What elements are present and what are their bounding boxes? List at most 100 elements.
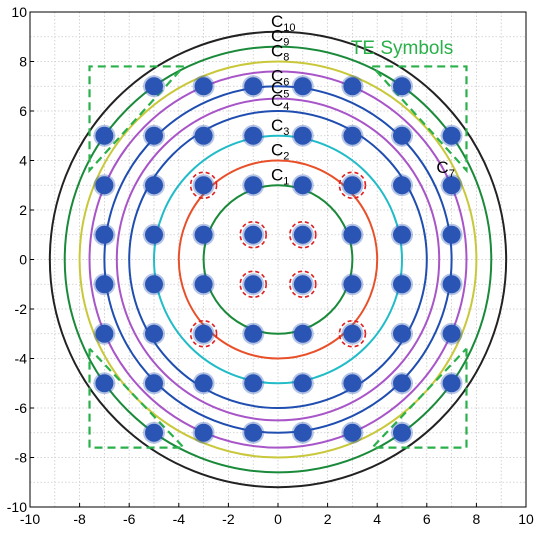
constellation-point bbox=[393, 77, 411, 96]
highlight-ring bbox=[338, 319, 367, 348]
constellation-point bbox=[343, 324, 362, 343]
te-box-bottom-right bbox=[369, 347, 468, 449]
y-tick-label: 4 bbox=[19, 153, 27, 169]
constellation-point bbox=[393, 423, 411, 442]
highlight-ring bbox=[189, 171, 218, 200]
constellation-point bbox=[95, 126, 114, 145]
te-region-group bbox=[88, 65, 468, 449]
constellation-point bbox=[145, 77, 163, 96]
constellation-point bbox=[95, 374, 114, 393]
y-tick-label: -8 bbox=[15, 450, 28, 466]
constellation-point bbox=[244, 176, 263, 195]
circle-c1 bbox=[202, 184, 354, 335]
constellation-point bbox=[442, 225, 461, 244]
highlight-ring bbox=[189, 319, 218, 348]
axis-ticks: -10 -8 -6 -4 -2 0 2 4 6 8 10 -10 -8 -6 -4 -2 0 2 4 6 8 10 bbox=[7, 4, 534, 527]
constellation-point bbox=[393, 324, 411, 343]
constellation-point bbox=[194, 275, 213, 294]
circle-label-c7: C7 bbox=[436, 158, 454, 180]
highlight-ring bbox=[288, 220, 317, 249]
constellation-point bbox=[145, 126, 163, 145]
constellation-points bbox=[93, 75, 463, 444]
x-tick-label: -10 bbox=[20, 511, 40, 527]
constellation-point bbox=[293, 275, 312, 294]
x-tick-label: 4 bbox=[373, 511, 381, 527]
constellation-point bbox=[244, 374, 263, 393]
x-tick-label: 2 bbox=[324, 511, 332, 527]
constellation-point bbox=[95, 225, 114, 244]
circle-c9 bbox=[63, 45, 493, 474]
circle-c10 bbox=[48, 30, 508, 489]
x-tick-label: -8 bbox=[73, 511, 86, 527]
constellation-point bbox=[194, 423, 213, 442]
constellation-point bbox=[442, 374, 461, 393]
x-tick-label: 10 bbox=[518, 511, 534, 527]
y-tick-label: 8 bbox=[19, 54, 27, 70]
constellation-point bbox=[145, 374, 163, 393]
constellation-point bbox=[145, 176, 163, 195]
constellation-point bbox=[194, 77, 213, 96]
constellation-point bbox=[442, 176, 461, 195]
constellation-point bbox=[393, 176, 411, 195]
constellation-point bbox=[244, 324, 263, 343]
y-tick-label: 6 bbox=[19, 103, 27, 119]
constellation-point bbox=[194, 176, 213, 195]
circle-c6 bbox=[103, 85, 453, 434]
circle-label-c6: C6 bbox=[271, 66, 289, 88]
y-tick-label: 10 bbox=[11, 4, 27, 20]
highlight-ring bbox=[338, 171, 367, 200]
te-box-top-right bbox=[371, 65, 468, 174]
circle-label-c3: C3 bbox=[271, 116, 289, 138]
circle-c8 bbox=[78, 60, 478, 459]
y-tick-label: -6 bbox=[15, 400, 28, 416]
constellation-point bbox=[145, 275, 163, 294]
circle-label-c4: C4 bbox=[271, 91, 289, 113]
te-box-bottom-left bbox=[88, 347, 187, 449]
constellation-point bbox=[244, 423, 263, 442]
circle-label-c9: C9 bbox=[271, 27, 289, 49]
constellation-point bbox=[442, 275, 461, 294]
constellation-point bbox=[293, 176, 312, 195]
y-tick-label: 0 bbox=[19, 252, 27, 268]
constellation-point bbox=[194, 225, 213, 244]
constellation-point bbox=[293, 324, 312, 343]
y-tick-label: -2 bbox=[15, 301, 28, 317]
circle-group bbox=[48, 30, 508, 489]
x-tick-label: 0 bbox=[274, 511, 282, 527]
constellation-point bbox=[293, 225, 312, 244]
constellation-point bbox=[194, 374, 213, 393]
constellation-point bbox=[95, 275, 114, 294]
x-tick-label: -2 bbox=[222, 511, 235, 527]
constellation-point bbox=[194, 126, 213, 145]
constellation-point bbox=[95, 324, 114, 343]
constellation-point bbox=[244, 275, 263, 294]
x-tick-label: -4 bbox=[173, 511, 186, 527]
constellation-point bbox=[393, 225, 411, 244]
circle-label-c8: C8 bbox=[271, 42, 289, 64]
constellation-point bbox=[293, 374, 312, 393]
constellation-point bbox=[393, 126, 411, 145]
x-tick-label: 6 bbox=[423, 511, 431, 527]
circle-c7 bbox=[88, 70, 468, 449]
y-tick-label: -10 bbox=[7, 499, 27, 515]
circle-label-c10: C10 bbox=[271, 12, 296, 34]
constellation-point bbox=[393, 374, 411, 393]
highlight-ring bbox=[239, 270, 267, 299]
constellation-point bbox=[145, 225, 163, 244]
circle-c5 bbox=[115, 97, 441, 422]
constellation-point bbox=[343, 275, 362, 294]
constellation-point bbox=[343, 126, 362, 145]
circle-c2 bbox=[177, 159, 379, 360]
circle-c3 bbox=[153, 134, 403, 385]
te-box-top-left bbox=[88, 65, 185, 174]
constellation-point bbox=[145, 423, 163, 442]
highlight-ring bbox=[288, 270, 317, 299]
y-tick-label: 2 bbox=[19, 202, 27, 218]
constellation-point bbox=[244, 126, 263, 145]
circle-c4 bbox=[128, 110, 428, 409]
constellation-point bbox=[194, 324, 213, 343]
constellation-point bbox=[343, 423, 362, 442]
constellation-point bbox=[343, 176, 362, 195]
